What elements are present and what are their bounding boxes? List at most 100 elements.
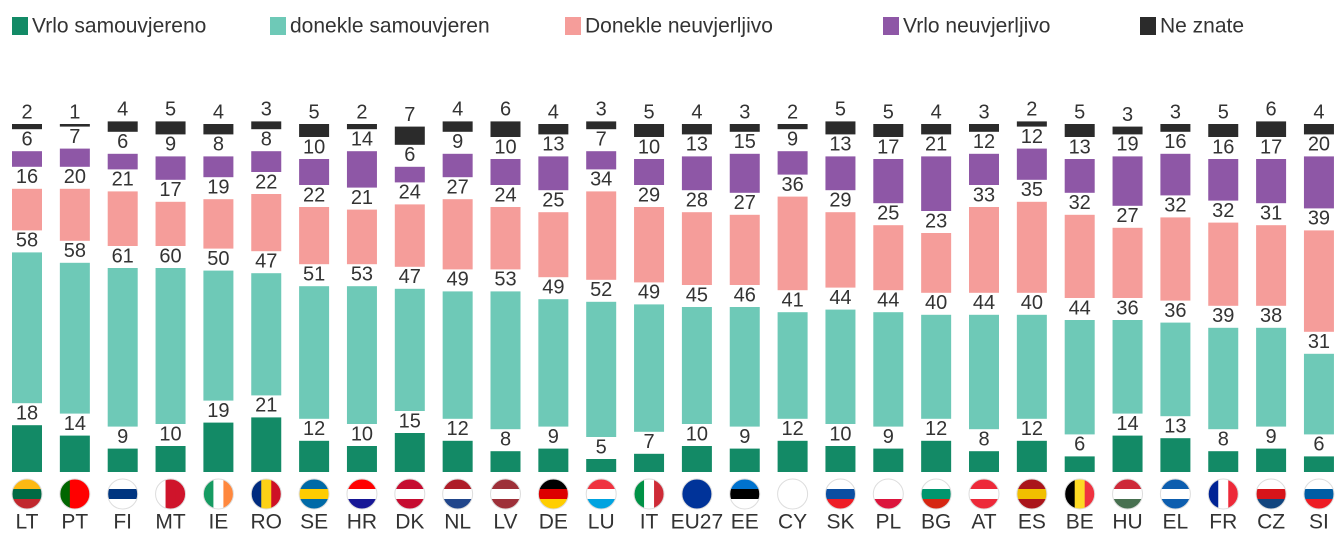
bar-segment bbox=[1016, 314, 1047, 419]
bar-segment bbox=[1303, 353, 1334, 435]
data-label: 19 bbox=[1116, 134, 1138, 156]
flag-border bbox=[59, 478, 91, 510]
bar-segment bbox=[442, 291, 473, 419]
bar-segment bbox=[490, 121, 521, 137]
data-label: 31 bbox=[1260, 202, 1282, 224]
flag-stripe bbox=[299, 479, 330, 490]
data-label: 13 bbox=[1164, 415, 1186, 437]
data-label: 14 bbox=[351, 128, 373, 150]
data-label: 5 bbox=[643, 101, 654, 123]
data-label: 17 bbox=[159, 179, 181, 201]
flag-stripe bbox=[586, 479, 617, 490]
bar-segment bbox=[346, 446, 377, 472]
data-label: 3 bbox=[596, 99, 607, 121]
data-label: 2 bbox=[1026, 99, 1037, 121]
bar-segment bbox=[538, 156, 569, 191]
x-tick-label: HR bbox=[347, 511, 377, 533]
data-label: 41 bbox=[781, 289, 803, 311]
legend-label: Vrlo samouvjereno bbox=[32, 15, 206, 38]
legend-swatch bbox=[270, 17, 286, 35]
data-label: 9 bbox=[883, 426, 894, 448]
data-label: 7 bbox=[69, 126, 80, 148]
flag-stripe bbox=[825, 479, 856, 490]
data-label: 6 bbox=[404, 144, 415, 166]
bar-segment bbox=[1303, 156, 1334, 209]
flag-stripe bbox=[729, 479, 760, 490]
data-label: 9 bbox=[787, 128, 798, 150]
flag bbox=[490, 479, 521, 509]
legend-label: Donekle neuvjerljivo bbox=[585, 15, 773, 38]
bar-segment bbox=[729, 153, 760, 193]
data-label: 6 bbox=[1074, 434, 1085, 456]
bar-segment bbox=[59, 188, 90, 241]
bar-segment bbox=[299, 159, 330, 185]
data-label: 27 bbox=[447, 176, 469, 198]
bar-segment bbox=[299, 286, 330, 419]
flag-stripe bbox=[777, 479, 808, 490]
data-label: 58 bbox=[16, 230, 38, 252]
bar-segment bbox=[251, 151, 282, 172]
x-tick-label: HU bbox=[1112, 511, 1142, 533]
bar-segment bbox=[729, 448, 760, 472]
bar-segment bbox=[394, 433, 425, 472]
flag bbox=[394, 479, 425, 509]
data-label: 2 bbox=[21, 101, 32, 123]
data-label: 25 bbox=[877, 202, 899, 224]
flag-stripe bbox=[1084, 479, 1095, 509]
bar-segment bbox=[681, 156, 712, 191]
bar-segment bbox=[1160, 153, 1191, 196]
x-tick-label: FR bbox=[1209, 511, 1237, 533]
flag-border bbox=[1207, 478, 1239, 510]
bar-segment bbox=[394, 204, 425, 267]
data-label: 4 bbox=[1313, 101, 1324, 123]
flag-border bbox=[1159, 478, 1191, 510]
bar-segment bbox=[490, 291, 521, 430]
bar-segment bbox=[681, 307, 712, 424]
flag bbox=[203, 479, 234, 509]
bar-segment bbox=[251, 273, 282, 396]
data-label: 49 bbox=[447, 269, 469, 291]
bar-segment bbox=[490, 451, 521, 472]
flag bbox=[538, 479, 569, 509]
bar-segment bbox=[1064, 320, 1095, 435]
data-label: 44 bbox=[877, 289, 899, 311]
x-tick-label: NL bbox=[444, 511, 471, 533]
data-label: 18 bbox=[16, 402, 38, 424]
data-label: 10 bbox=[494, 136, 516, 158]
flag-stripe bbox=[490, 479, 521, 490]
x-tick-label: DE bbox=[539, 511, 568, 533]
flag bbox=[1112, 479, 1143, 509]
data-label: 6 bbox=[21, 128, 32, 150]
flag-stripe bbox=[1112, 489, 1143, 500]
flag-stripe bbox=[299, 499, 330, 509]
x-tick-label: LU bbox=[588, 511, 615, 533]
x-tick-label: BE bbox=[1066, 511, 1094, 533]
data-label: 19 bbox=[207, 176, 229, 198]
bar-segment bbox=[442, 199, 473, 270]
data-label: 22 bbox=[255, 171, 277, 193]
bar-segment bbox=[586, 151, 617, 170]
data-label: 27 bbox=[734, 192, 756, 214]
flag bbox=[442, 479, 473, 509]
bar-segment bbox=[873, 448, 904, 472]
flag-border bbox=[681, 478, 713, 510]
bar-segment bbox=[203, 156, 234, 178]
flag-stripe bbox=[107, 489, 138, 500]
data-label: 20 bbox=[64, 166, 86, 188]
bar-segment bbox=[777, 312, 808, 419]
flag-stripe bbox=[1256, 499, 1287, 509]
bar-segment bbox=[969, 124, 999, 132]
flag-stripe bbox=[825, 489, 856, 500]
x-tick-label: RO bbox=[251, 511, 283, 533]
flag bbox=[59, 479, 90, 509]
flag-border bbox=[824, 478, 856, 510]
bar-segment bbox=[681, 212, 712, 285]
flag-stripe bbox=[1160, 499, 1191, 509]
bar-segment bbox=[873, 124, 904, 137]
data-label: 49 bbox=[638, 282, 660, 304]
data-label: 12 bbox=[781, 418, 803, 440]
data-label: 39 bbox=[1212, 305, 1234, 327]
bar-segment bbox=[681, 446, 712, 472]
flag bbox=[586, 479, 617, 509]
